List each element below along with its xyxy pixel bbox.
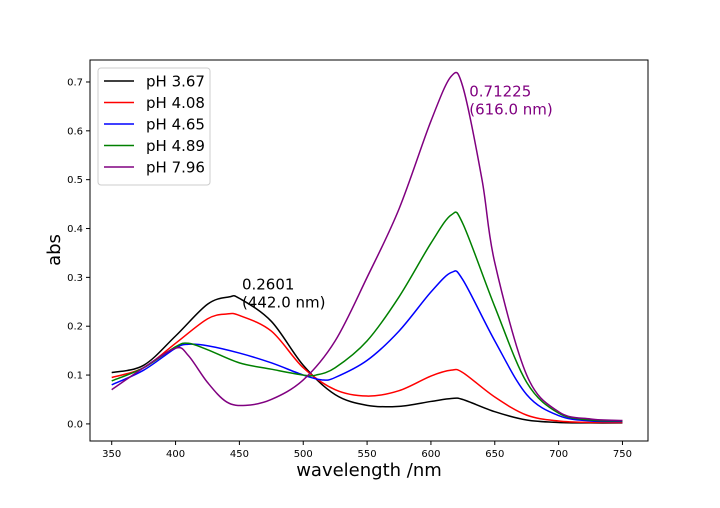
x-tick-label: 450 — [230, 449, 249, 460]
x-tick-label: 750 — [613, 449, 632, 460]
legend-label: pH 3.67 — [146, 73, 205, 91]
peak-annotations: 0.2601 (442.0 nm) 0.71225 (616.0 nm) — [242, 83, 553, 312]
series-line-4 — [111, 211, 623, 422]
x-tick-label: 600 — [421, 449, 440, 460]
peak-annotation: 0.71225 (616.0 nm) — [469, 83, 553, 119]
y-axis-label: abs — [44, 234, 65, 266]
y-tick-label: 0.4 — [67, 224, 83, 235]
x-tick-label: 650 — [485, 449, 504, 460]
y-tick-label: 0.1 — [67, 371, 83, 382]
annotation-line: 0.71225 — [469, 83, 531, 101]
annotation-line: 0.2601 — [242, 276, 294, 294]
y-tick-label: 0.3 — [67, 273, 83, 284]
legend-box — [97, 67, 211, 186]
y-tick-label: 0.0 — [67, 419, 83, 430]
series-line-5 — [111, 71, 623, 422]
series-line-3 — [111, 270, 623, 423]
annotation-line: (442.0 nm) — [242, 294, 326, 312]
series-lines — [111, 71, 623, 424]
series-line-2 — [111, 312, 623, 424]
x-axis-label: wavelength /nm — [296, 460, 442, 481]
x-axis-ticks: 350 400 450 500 550 600 650 700 750 — [102, 441, 632, 460]
y-tick-label: 0.6 — [67, 126, 83, 137]
annotation-line: (616.0 nm) — [469, 101, 553, 119]
x-tick-label: 400 — [166, 449, 185, 460]
y-tick-label: 0.7 — [67, 77, 83, 88]
legend-label: pH 4.89 — [146, 137, 205, 155]
plot-frame — [89, 59, 649, 442]
series-line-1 — [111, 295, 623, 424]
y-tick-label: 0.5 — [67, 175, 83, 186]
legend-label: pH 4.65 — [146, 116, 205, 134]
legend-label: pH 4.08 — [146, 94, 205, 112]
y-axis-ticks: 0.0 0.1 0.2 0.3 0.4 0.5 0.6 0.7 — [67, 77, 90, 430]
legend: pH 3.67 pH 4.08 pH 4.65 pH 4.89 pH 7.96 — [97, 67, 211, 186]
y-tick-label: 0.2 — [67, 322, 83, 333]
x-tick-label: 700 — [549, 449, 568, 460]
legend-label: pH 7.96 — [146, 159, 205, 177]
x-tick-label: 500 — [294, 449, 313, 460]
peak-annotation: 0.2601 (442.0 nm) — [242, 276, 326, 312]
x-tick-label: 550 — [358, 449, 377, 460]
x-tick-label: 350 — [102, 449, 121, 460]
